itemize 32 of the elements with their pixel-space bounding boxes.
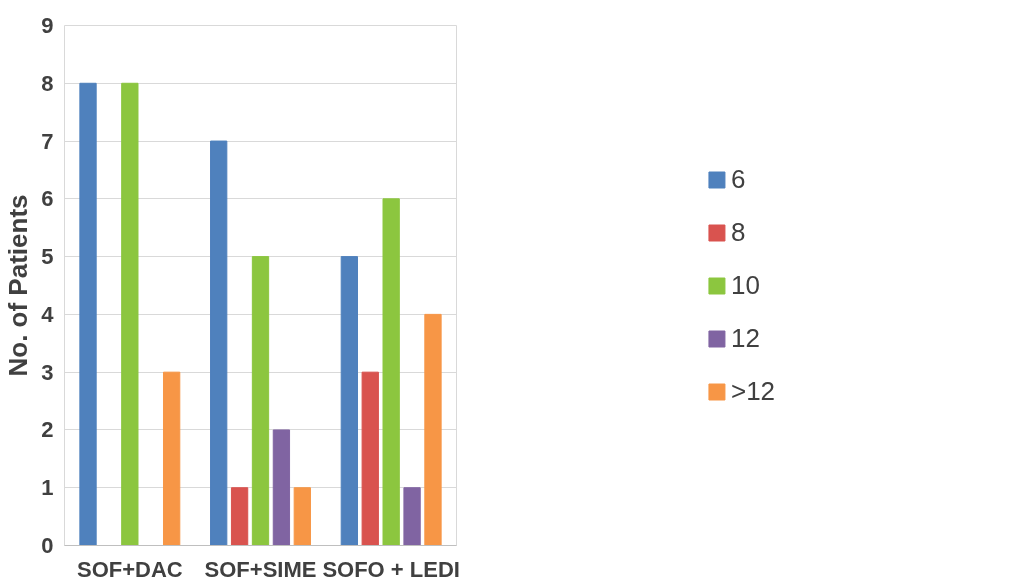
y-axis-title: No. of Patients bbox=[3, 194, 34, 377]
bar bbox=[230, 487, 249, 546]
y-tick-label: 9 bbox=[41, 13, 54, 38]
legend-label: 12 bbox=[730, 322, 760, 354]
bar bbox=[79, 82, 97, 546]
x-tick-label: SOFO + LEDI bbox=[322, 556, 460, 582]
legend-label: 6 bbox=[730, 163, 747, 195]
y-tick-label: 0 bbox=[41, 533, 54, 558]
x-tick-label: SOF+SIME bbox=[204, 556, 317, 582]
bar bbox=[251, 256, 270, 546]
y-tick-label: 3 bbox=[41, 359, 54, 385]
bar bbox=[403, 487, 421, 546]
legend-label: 8 bbox=[730, 216, 747, 248]
bar bbox=[340, 256, 359, 546]
y-tick-label: 6 bbox=[41, 186, 54, 212]
y-tick-label: 2 bbox=[41, 417, 54, 443]
bar bbox=[272, 429, 291, 546]
bar bbox=[424, 313, 442, 546]
bar bbox=[210, 140, 228, 546]
y-tick-label: 7 bbox=[41, 128, 54, 154]
y-tick-label: 8 bbox=[41, 70, 54, 96]
bar bbox=[121, 82, 139, 546]
y-tick-label: 4 bbox=[41, 301, 55, 327]
x-tick-label: SOF+DAC bbox=[76, 556, 183, 582]
bar bbox=[162, 371, 181, 546]
bar bbox=[382, 198, 400, 546]
legend-label: >12 bbox=[730, 375, 776, 407]
y-tick-label: 1 bbox=[41, 475, 54, 501]
y-tick-label: 5 bbox=[41, 244, 54, 270]
bar bbox=[361, 371, 379, 546]
bar bbox=[293, 487, 311, 546]
legend-label: 10 bbox=[730, 269, 760, 301]
